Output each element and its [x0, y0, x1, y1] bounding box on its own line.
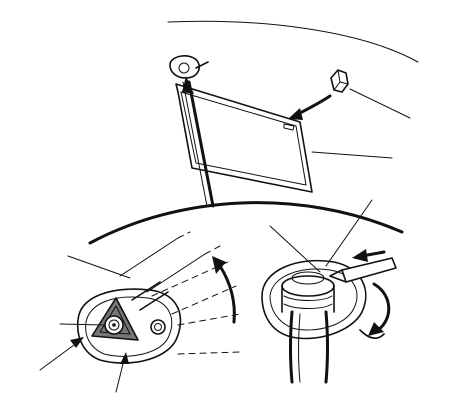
clip-rotate-arrow: [360, 284, 389, 338]
pry-tool: [330, 258, 396, 282]
callout-arrow-bracket: [40, 337, 84, 370]
visor-lift-arrow: [212, 256, 234, 322]
visor-mount-bracket: [78, 282, 181, 363]
clip-install-arrow: [288, 96, 330, 120]
pry-push-arrow: [352, 249, 384, 262]
headliner-edge: [90, 203, 402, 243]
callout-line-screw: [60, 324, 104, 325]
callout-line-rod: [68, 256, 130, 278]
roof-panel-curve: [168, 21, 418, 62]
pivot-rod-projection: [120, 232, 240, 354]
retainer-clip: [262, 261, 366, 382]
visor-clip: [331, 70, 348, 92]
callout-arrow-base: [116, 352, 129, 392]
callout-line-visor: [312, 152, 392, 158]
callout-line-tool: [326, 200, 372, 266]
sun-visor: [170, 56, 312, 206]
callout-line-clip: [350, 89, 410, 118]
callout-line-retainer: [270, 226, 320, 272]
